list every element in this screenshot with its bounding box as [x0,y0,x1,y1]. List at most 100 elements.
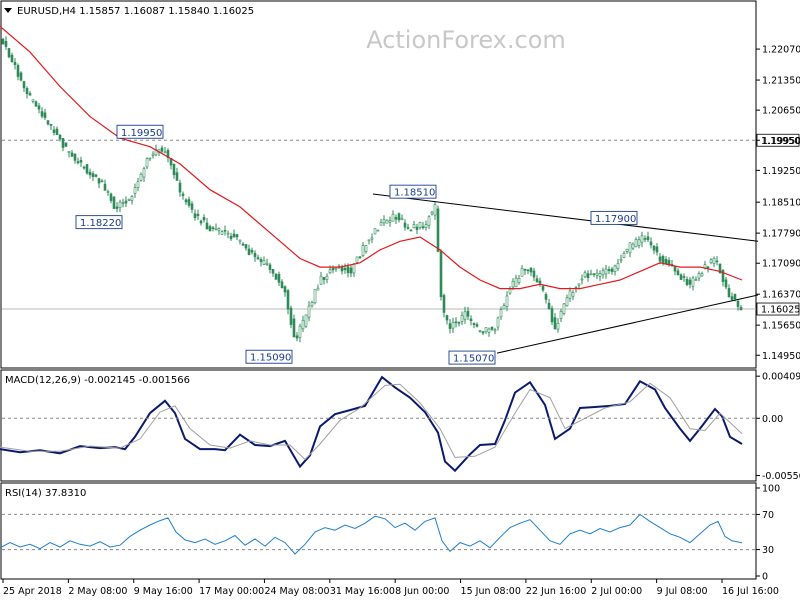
candle-body [181,193,185,197]
time-tick-label: 16 Jul 16:00 [722,586,779,597]
candle-body [103,183,107,191]
candle-body [580,278,584,281]
candle-body [91,173,95,177]
candle-body [331,268,335,271]
candle-body [676,270,680,275]
candle-body [232,233,236,238]
candle-body [109,193,113,201]
candle-body [76,161,80,164]
candle-body [73,153,77,161]
time-tick-label: 9 Jul 08:00 [657,586,708,597]
annotation-box [389,184,437,199]
candle-body [160,147,164,152]
candle-body [553,317,557,330]
moving-average [0,25,743,290]
annotation-label: 1.18510 [394,188,435,199]
price-panel-frame [0,0,757,369]
candle-body [19,72,23,81]
price-tick-label: 1.16370 [762,290,800,301]
candle-body [67,151,71,154]
candle-body [652,245,656,251]
candle-body [592,273,596,275]
candle-body [220,231,224,235]
price-y-axis: 1.22070 1.21350 1.20650 1.19950 1.19250 1.185… [756,45,800,362]
candle-body [586,273,590,278]
candle-body [481,331,485,334]
candle-body [382,219,386,224]
candle-body [697,273,701,279]
candle-body [496,317,500,328]
candle-body [559,311,563,319]
dropdown-arrow-icon[interactable] [4,8,12,13]
candle-body [556,322,560,330]
candle-body [739,307,743,311]
candle-body [70,152,74,157]
candle-body [628,242,632,254]
candle-body [709,259,713,263]
time-x-axis: 25 Apr 2018 2 May 08:00 9 May 16:00 17 May … [2,579,779,597]
candle-body [346,266,350,274]
candle-body [37,105,41,110]
candle-body [226,232,230,235]
candle-body [223,229,227,232]
macd-tick-label: 0.00 [762,414,783,425]
rsi-tick-label: 100 [762,484,780,495]
rsi-line [0,513,743,555]
candle-body [364,245,368,252]
candle-body [118,201,122,208]
candle-body [451,322,455,329]
candle-body [541,285,545,291]
candle-body [235,234,239,238]
candle-body [460,315,464,322]
candle-body [205,222,209,230]
candle-body [682,276,686,278]
candle-body [499,309,503,318]
candle-body [691,277,695,287]
candle-body [40,111,44,117]
annotation-box [75,215,123,230]
candle-body [667,260,671,265]
candle-body [85,164,89,174]
candle-body [448,323,452,329]
candle-body [529,267,533,273]
candle-body [622,253,626,258]
candle-body [415,226,419,230]
signal-line [0,382,743,461]
candle-body [328,269,332,274]
candle-body [34,101,38,107]
macd-tick-label: 0.004094 [762,372,800,383]
candle-body [733,294,737,300]
candle-body [259,259,263,262]
candle-body [721,270,725,282]
candle-body [325,275,329,280]
candle-body [619,258,623,261]
price-tick-label: 1.21350 [762,76,800,87]
candle-body [391,213,395,222]
candle-body [442,295,446,313]
candle-body [424,224,428,228]
candle-body [283,286,287,293]
time-tick-label: 31 May 16:00 [330,586,395,597]
candle-body [418,222,422,228]
time-tick-label: 24 May 08:00 [264,586,329,597]
price-tick-label: 1.15650 [762,321,800,332]
candle-body [193,213,197,219]
candle-body [322,277,326,280]
candle-body [253,252,257,258]
candle-body [679,274,683,280]
candle-body [379,222,383,226]
annotation-box [590,210,638,225]
candle-body [295,335,299,339]
candle-body [139,173,143,181]
candle-body [319,275,323,285]
candle-body [229,235,233,240]
candle-body [49,124,53,126]
candle-body [520,267,524,277]
watermark: ActionForex.com [366,26,566,54]
candle-body [457,322,461,324]
candle-body [487,328,491,333]
candle-body [46,120,50,125]
candle-body [304,314,308,327]
candle-body [124,200,128,204]
